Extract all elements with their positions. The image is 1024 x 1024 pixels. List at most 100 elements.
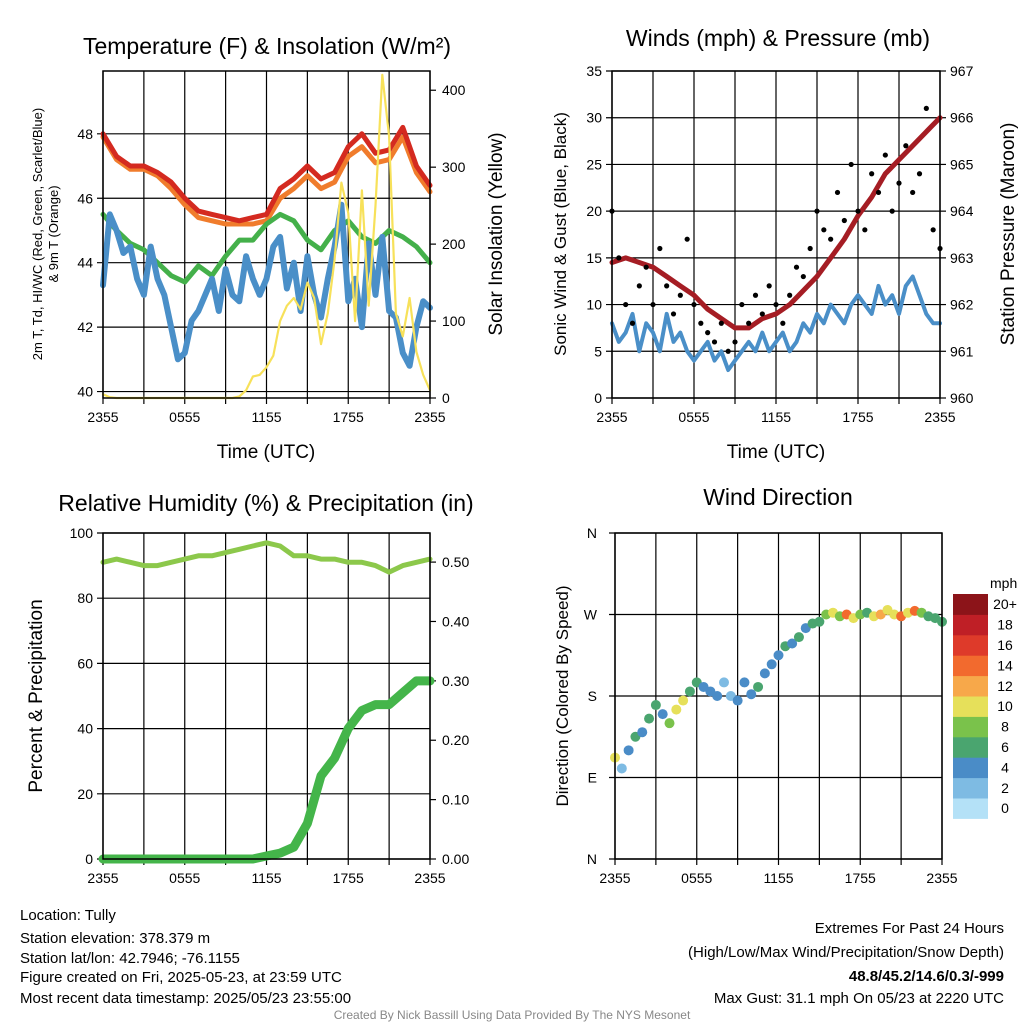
x-tick-label: 2355 (87, 870, 118, 886)
y-tick-label: 0 (594, 390, 602, 406)
gust-point (705, 330, 711, 336)
y-tick-label: 15 (586, 250, 602, 266)
gust-point (903, 143, 909, 149)
gust-point (657, 245, 663, 252)
colorbar-swatch (953, 716, 988, 738)
right-y-tick-label: 967 (950, 63, 974, 79)
series-line-station-pressure (609, 115, 943, 331)
x-tick-label: 1755 (333, 409, 364, 425)
max-gust: Max Gust: 31.1 mph On 05/23 at 2220 UTC (714, 990, 1004, 1007)
y-tick-label: 25 (586, 156, 602, 172)
y-tick-label: 80 (77, 590, 93, 606)
plot-frame (102, 70, 431, 399)
gust-point (923, 105, 929, 111)
gust-point (746, 320, 752, 326)
temp-ylabel-line2: & 9m T (Orange) (46, 185, 61, 282)
direction-point (657, 709, 668, 720)
y-tick-label: 40 (77, 384, 93, 400)
gust-point (759, 311, 765, 317)
y-tick-label: 10 (586, 297, 602, 313)
right-y-tick-label: 963 (950, 250, 974, 266)
y-tick-label: 48 (77, 126, 93, 142)
right-y-tick-label: 962 (950, 297, 974, 313)
x-tick-label: 2355 (87, 409, 118, 425)
direction-point (684, 686, 695, 697)
direction-tick-label: N (587, 525, 597, 541)
gust-point (732, 339, 738, 345)
y-tick-label: 35 (586, 63, 602, 79)
colorbar-swatch (953, 675, 988, 697)
speed-colorbar: 0 2 4 6 8 10 12 14 16 18 20+ (953, 594, 1017, 819)
gust-point (677, 292, 683, 298)
x-tick-label: 1755 (845, 870, 876, 886)
gust-point (664, 283, 670, 289)
right-y-tick-label: 960 (950, 390, 974, 406)
gust-point (684, 236, 690, 242)
colorbar-label: 10 (997, 698, 1013, 714)
right-y-tick-label: 400 (442, 82, 466, 98)
plot-area-2: 2355 0555 1155 1755 2355 0 20 40 60 80 100 0.00 0.10… (70, 525, 470, 886)
colorbar-label: 6 (1001, 739, 1009, 755)
x-tick-label: 2355 (596, 409, 627, 425)
plot-area-1: 2355 0555 1155 1755 2355 0 5 10 15 20 25 30 35 960 961… (586, 63, 973, 425)
series-line-9m-t (100, 134, 433, 227)
direction-point (637, 727, 648, 738)
gust-point (670, 311, 677, 317)
direction-point (616, 763, 627, 774)
gust-point (711, 339, 718, 345)
y-tick-label: 0 (85, 851, 93, 867)
gust-point (930, 227, 936, 233)
x-tick-label: 0555 (678, 409, 709, 425)
gust-point (629, 320, 636, 326)
y-tick-label: 40 (77, 721, 93, 737)
right-y-tick-label: 200 (442, 236, 466, 252)
direction-point (766, 659, 777, 670)
temp-ylabel-line1: 2m T, Td, HI/WC (Red, Green, Scarlet/Blu… (30, 108, 45, 360)
gust-point (793, 264, 800, 270)
gust-point (691, 301, 697, 308)
y-tick-label: 60 (77, 655, 93, 671)
rh-ylabel: Percent & Precipitation (26, 599, 47, 792)
x-tick-label: 2355 (414, 409, 445, 425)
gust-point (828, 236, 834, 242)
colorbar-swatch (953, 655, 988, 677)
gust-point (725, 348, 731, 354)
x-tick-label: 1155 (251, 870, 281, 886)
gust-point (889, 208, 895, 214)
series-line-sonic-wind (610, 274, 942, 372)
gust-point (821, 227, 827, 233)
temp-ylabel-right: Solar Insolation (Yellow) (486, 132, 507, 335)
series-line-hi-wc (100, 201, 433, 369)
gust-point (807, 245, 813, 252)
direction-point (664, 718, 675, 729)
colorbar-label: 12 (997, 678, 1013, 694)
gust-point (814, 208, 820, 214)
right-y-tick-label: 961 (950, 343, 974, 359)
gust-point (896, 180, 902, 186)
wind-ylabel-right: Station Pressure (Maroon) (998, 123, 1019, 346)
colorbar-label: 18 (997, 617, 1013, 633)
colorbar-swatch (953, 757, 988, 779)
temp-xlabel: Time (UTC) (217, 442, 316, 463)
wind-chart-title: Winds (mph) & Pressure (mb) (626, 25, 930, 51)
extremes-subtitle: (High/Low/Max Wind/Precipitation/Snow De… (688, 944, 1004, 961)
colorbar-swatch (953, 777, 988, 799)
y-tick-label: 20 (586, 203, 602, 219)
direction-tick-label: E (588, 770, 597, 786)
gust-point (882, 152, 888, 158)
right-y-tick-label: 966 (950, 110, 974, 126)
gust-point (848, 161, 854, 168)
gust-point (869, 171, 875, 177)
x-tick-label: 1155 (761, 409, 791, 425)
colorbar-label: 14 (997, 657, 1013, 673)
series-line-relative-humidity (100, 540, 433, 575)
direction-tick-label: N (587, 851, 597, 867)
gust-point (910, 189, 916, 196)
extremes-title: Extremes For Past 24 Hours (815, 920, 1004, 937)
right-y-tick-label: 0.20 (442, 732, 469, 748)
gust-point (643, 264, 649, 270)
gust-point (752, 292, 759, 298)
direction-point (746, 689, 757, 700)
